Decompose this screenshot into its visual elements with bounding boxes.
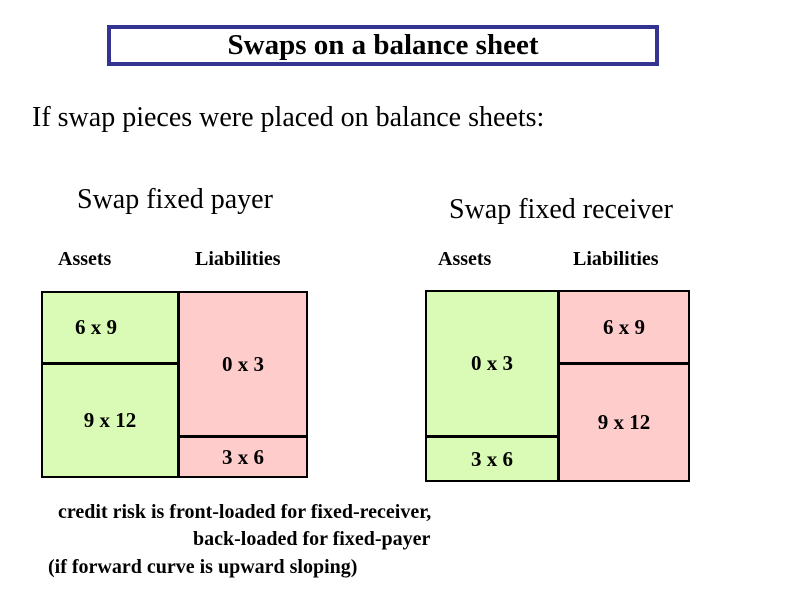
- receiver-liabilities-label: Liabilities: [573, 248, 659, 270]
- payer-balance-sheet: 6 x 9 9 x 12 0 x 3 3 x 6: [41, 291, 308, 478]
- panel-heading-receiver: Swap fixed receiver: [449, 194, 673, 225]
- liability-cell: 0 x 3: [180, 293, 306, 438]
- receiver-liabilities-column: 6 x 9 9 x 12: [560, 292, 688, 480]
- payer-assets-column: 6 x 9 9 x 12: [43, 293, 180, 476]
- slide-title: Swaps on a balance sheet: [227, 29, 539, 61]
- title-box: Swaps on a balance sheet: [107, 25, 659, 66]
- panel-heading-payer: Swap fixed payer: [77, 184, 273, 215]
- payer-assets-label: Assets: [58, 248, 112, 270]
- payer-liabilities-label: Liabilities: [195, 248, 281, 270]
- footer-note-line: (if forward curve is upward sloping): [48, 556, 358, 578]
- receiver-balance-sheet: 0 x 3 3 x 6 6 x 9 9 x 12: [425, 290, 690, 482]
- footer-note-line: back-loaded for fixed-payer: [193, 528, 431, 550]
- liability-cell: 6 x 9: [560, 292, 688, 365]
- receiver-assets-label: Assets: [438, 248, 492, 270]
- asset-cell: 3 x 6: [471, 446, 513, 471]
- asset-cell: 6 x 9: [43, 293, 177, 365]
- asset-cell: 0 x 3: [427, 292, 557, 438]
- receiver-assets-column: 0 x 3 3 x 6: [427, 292, 560, 480]
- asset-cell: 9 x 12: [83, 408, 137, 432]
- liability-cell: 3 x 6: [222, 444, 264, 469]
- liability-cell: 9 x 12: [597, 410, 651, 434]
- payer-liabilities-column: 0 x 3 3 x 6: [180, 293, 306, 476]
- footer-note-line: credit risk is front-loaded for fixed-re…: [58, 501, 432, 523]
- subtitle-text: If swap pieces were placed on balance sh…: [32, 102, 545, 133]
